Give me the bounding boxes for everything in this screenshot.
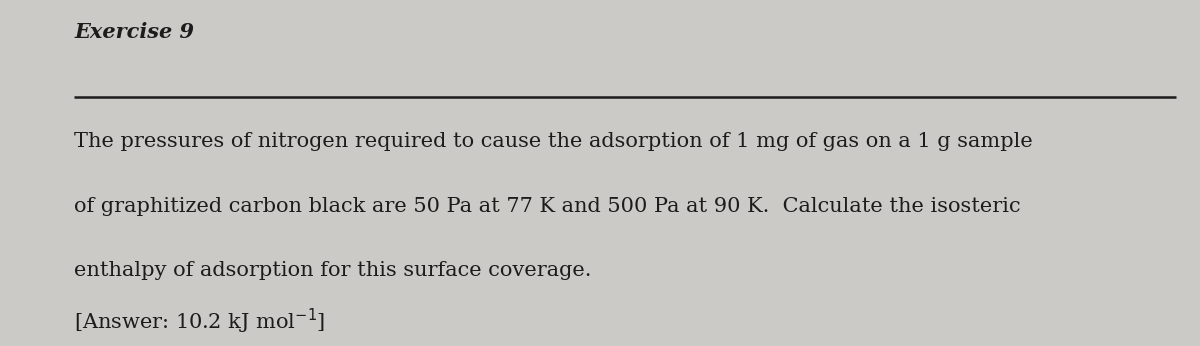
Text: of graphitized carbon black are 50 Pa at 77 K and 500 Pa at 90 K.  Calculate the: of graphitized carbon black are 50 Pa at… [74,197,1021,216]
Text: enthalpy of adsorption for this surface coverage.: enthalpy of adsorption for this surface … [74,261,592,280]
Text: [Answer: 10.2 kJ mol$^{-1}$]: [Answer: 10.2 kJ mol$^{-1}$] [74,307,325,336]
Text: Exercise 9: Exercise 9 [74,21,194,42]
Text: The pressures of nitrogen required to cause the adsorption of 1 mg of gas on a 1: The pressures of nitrogen required to ca… [74,131,1033,151]
